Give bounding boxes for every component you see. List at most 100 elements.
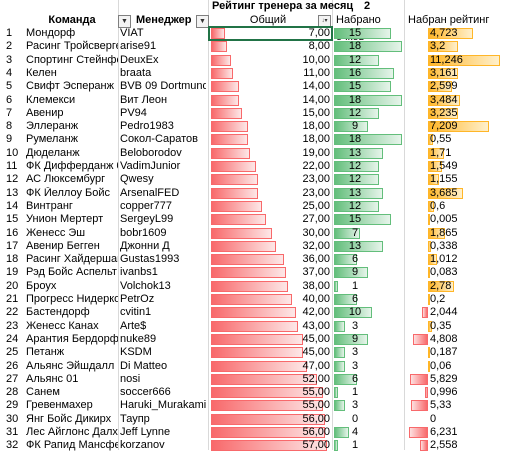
table-row[interactable]: 28 Санем soccer666 55,00 1 0,996 bbox=[0, 386, 518, 399]
manager-cell[interactable]: Volchok13 bbox=[120, 279, 171, 292]
row-number-cell[interactable]: 2 bbox=[6, 40, 13, 53]
total-value[interactable]: 8,00 bbox=[308, 40, 330, 53]
team-cell[interactable]: Расинг Тройсвергес bbox=[26, 40, 118, 53]
manager-cell[interactable]: Gustas1993 bbox=[120, 253, 180, 266]
table-row[interactable]: 17 Авенир Бегген Джонни Д 32,00 13 0,338 bbox=[0, 240, 518, 253]
team-cell[interactable]: Женесс Канах bbox=[26, 319, 99, 332]
table-row[interactable]: 1 Мондорф VIAT 7,00 15 4,723 bbox=[0, 27, 518, 40]
table-row[interactable]: 11 ФК Дифферданж 03VadimJunior 22,00 12 1,54… bbox=[0, 160, 518, 173]
row-number-cell[interactable]: 10 bbox=[6, 146, 19, 159]
points-value[interactable]: 13 bbox=[348, 186, 362, 199]
rating-value[interactable]: 11,246 bbox=[430, 53, 463, 66]
team-cell[interactable]: Эллеранж bbox=[26, 120, 79, 133]
table-row[interactable]: 26 Альянс Эйшдалл Di Matteo 47,00 3 0,06 bbox=[0, 360, 518, 373]
row-number-cell[interactable]: 27 bbox=[6, 372, 19, 385]
manager-cell[interactable]: Pedro1983 bbox=[120, 120, 174, 133]
team-cell[interactable]: Клемекси bbox=[26, 93, 76, 106]
row-number-cell[interactable]: 16 bbox=[6, 226, 19, 239]
points-value[interactable]: 12 bbox=[348, 199, 362, 212]
team-cell[interactable]: Броух bbox=[26, 279, 57, 292]
team-cell[interactable]: Петанж bbox=[26, 346, 65, 359]
manager-cell[interactable]: ArsenalFED bbox=[120, 186, 180, 199]
rating-value[interactable]: 5,33 bbox=[430, 399, 452, 412]
filter-dropdown-icon[interactable]: ▼ bbox=[196, 15, 209, 28]
table-row[interactable]: 2 Расинг Тройсвергес arise91 8,00 18 3,2 bbox=[0, 40, 518, 53]
points-value[interactable]: 18 bbox=[348, 40, 362, 53]
points-value[interactable]: 12 bbox=[348, 106, 362, 119]
points-value[interactable]: 12 bbox=[348, 173, 362, 186]
manager-cell[interactable]: Arte$ bbox=[120, 319, 147, 332]
total-value[interactable]: 14,00 bbox=[302, 80, 330, 93]
rating-value[interactable]: 3,161 bbox=[430, 66, 458, 79]
team-cell[interactable]: ФК Дифферданж 03 bbox=[26, 160, 118, 172]
rating-value[interactable]: 2,044 bbox=[430, 306, 458, 319]
table-row[interactable]: 5 Свифт Эсперанж BVB 09 Dortmund 14,00 15 2,5… bbox=[0, 80, 518, 93]
row-number-cell[interactable]: 29 bbox=[6, 399, 19, 412]
manager-cell[interactable]: braata bbox=[120, 66, 152, 79]
row-number-cell[interactable]: 8 bbox=[6, 120, 13, 133]
rating-value[interactable]: 2,558 bbox=[430, 439, 458, 452]
total-value[interactable]: 56,00 bbox=[302, 426, 330, 438]
points-value[interactable]: 6 bbox=[351, 372, 359, 385]
row-number-cell[interactable]: 3 bbox=[6, 53, 13, 66]
points-value[interactable]: 3 bbox=[351, 399, 359, 412]
rating-value[interactable]: 3,2 bbox=[430, 40, 446, 53]
table-row[interactable]: 30 Янг Бойс Дикирх Таупр 56,00 0 0 bbox=[0, 413, 518, 426]
team-cell[interactable]: Расинг Хайдершайд bbox=[26, 253, 118, 266]
total-value[interactable]: 38,00 bbox=[302, 279, 330, 292]
row-number-cell[interactable]: 17 bbox=[6, 239, 19, 252]
team-cell[interactable]: Свифт Эсперанж bbox=[26, 80, 114, 93]
total-value[interactable]: 52,00 bbox=[302, 372, 330, 385]
total-value[interactable]: 27,00 bbox=[302, 213, 330, 226]
total-value[interactable]: 37,00 bbox=[302, 266, 330, 279]
manager-cell[interactable]: KSDM bbox=[120, 346, 152, 359]
rating-value[interactable]: 0,55 bbox=[430, 133, 452, 146]
points-value[interactable]: 16 bbox=[348, 66, 362, 79]
table-row[interactable]: 21 Прогресс НидеркорнPetrOz 40,00 6 0,2 bbox=[0, 293, 518, 306]
row-number-cell[interactable]: 1 bbox=[6, 27, 13, 39]
table-row[interactable]: 18 Расинг ХайдершайдGustas1993 36,00 6 1,012 bbox=[0, 253, 518, 266]
total-value[interactable]: 45,00 bbox=[302, 332, 330, 345]
team-cell[interactable]: АС Люксембург bbox=[26, 173, 106, 186]
manager-cell[interactable]: Qwesy bbox=[120, 173, 154, 186]
total-value[interactable]: 45,00 bbox=[302, 346, 330, 359]
team-cell[interactable]: Женесс Эш bbox=[26, 226, 86, 239]
points-value[interactable]: 1 bbox=[351, 439, 359, 452]
manager-cell[interactable]: BVB 09 Dortmund bbox=[120, 80, 206, 93]
team-cell[interactable]: Румеланж bbox=[26, 133, 78, 146]
rating-value[interactable]: 1,71 bbox=[430, 146, 452, 159]
rating-value[interactable]: 0,6 bbox=[430, 199, 446, 212]
rating-value[interactable]: 0 bbox=[430, 412, 437, 425]
row-number-cell[interactable]: 4 bbox=[6, 66, 13, 79]
row-number-cell[interactable]: 15 bbox=[6, 213, 19, 226]
team-cell[interactable]: Келен bbox=[26, 66, 57, 79]
team-cell[interactable]: Винтранг bbox=[26, 199, 73, 212]
points-value[interactable]: 7 bbox=[351, 226, 359, 239]
points-value[interactable]: 12 bbox=[348, 160, 362, 172]
total-value[interactable]: 25,00 bbox=[302, 199, 330, 212]
team-cell[interactable]: Рэд Бойс Аспельт bbox=[26, 266, 117, 279]
row-number-cell[interactable]: 25 bbox=[6, 346, 19, 359]
rating-value[interactable]: 3,235 bbox=[430, 106, 458, 119]
points-value[interactable]: 18 bbox=[348, 133, 362, 146]
table-row[interactable]: 29 Гревенмахер Haruki_Murakami 55,00 3 5,33 bbox=[0, 399, 518, 412]
team-cell[interactable]: Авенир Бегген bbox=[26, 239, 100, 252]
points-value[interactable]: 18 bbox=[348, 93, 362, 106]
filter-dropdown-icon[interactable]: ▼ bbox=[118, 15, 131, 28]
row-number-cell[interactable]: 7 bbox=[6, 106, 13, 119]
total-value[interactable]: 19,00 bbox=[302, 146, 330, 159]
row-number-cell[interactable]: 19 bbox=[6, 266, 19, 279]
total-value[interactable]: 55,00 bbox=[302, 386, 330, 399]
table-row[interactable]: 15 Унион Мертерт SergeyL99 27,00 15 0,005 bbox=[0, 213, 518, 226]
table-row[interactable]: 23 Женесс Канах Arte$ 43,00 3 0,35 bbox=[0, 320, 518, 333]
table-row[interactable]: 25 Петанж KSDM 45,00 3 0,187 bbox=[0, 346, 518, 359]
team-cell[interactable]: Альянс 01 bbox=[26, 372, 79, 385]
team-cell[interactable]: ФК Йеллоу Бойс bbox=[26, 186, 110, 199]
points-value[interactable]: 10 bbox=[348, 306, 362, 319]
points-value[interactable]: 9 bbox=[351, 120, 359, 133]
manager-cell[interactable]: bobr1609 bbox=[120, 226, 167, 239]
rating-value[interactable]: 4,723 bbox=[430, 27, 458, 39]
team-cell[interactable]: Авенир bbox=[26, 106, 64, 119]
team-cell[interactable]: Дюделанж bbox=[26, 146, 80, 159]
table-row[interactable]: 10 Дюделанж Beloborodov 19,00 13 1,71 bbox=[0, 147, 518, 160]
